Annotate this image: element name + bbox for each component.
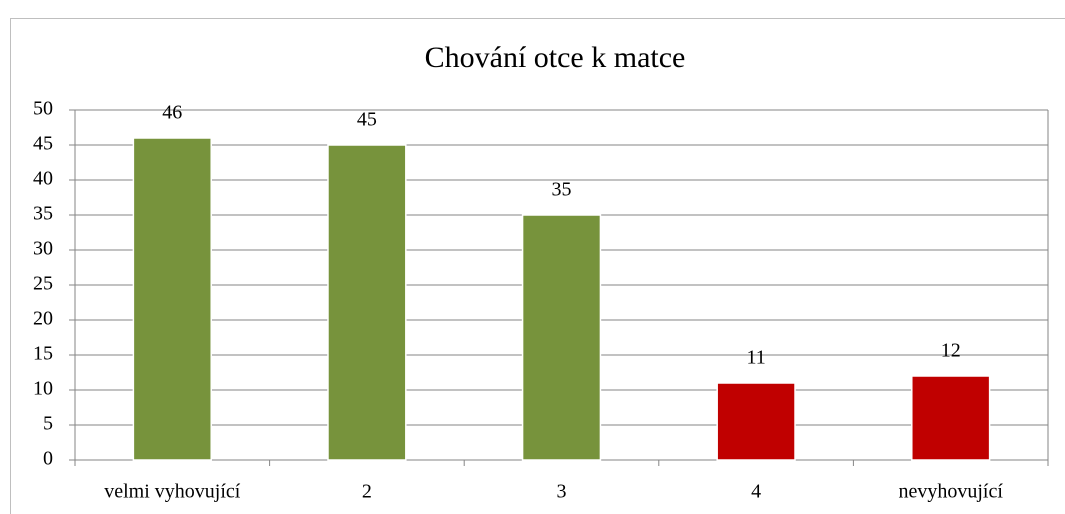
x-tick-label: 2	[362, 481, 372, 503]
data-label: 35	[552, 179, 572, 201]
bar	[911, 375, 991, 461]
x-tick-label: velmi vyhovující	[104, 481, 241, 503]
bar	[521, 214, 602, 461]
bar	[132, 137, 212, 461]
bar	[327, 144, 407, 461]
y-tick-label: 45	[33, 133, 53, 155]
y-tick-label: 10	[33, 378, 53, 400]
x-tick-label: nevyhovující	[898, 481, 1003, 503]
chart-title: Chování otce k matce	[425, 41, 686, 74]
x-tick-label: 4	[751, 481, 761, 503]
bar	[716, 382, 796, 461]
y-tick-label: 0	[43, 448, 53, 470]
data-label: 45	[357, 109, 377, 131]
y-tick-label: 25	[33, 273, 53, 295]
y-tick-label: 15	[33, 343, 53, 365]
data-label: 12	[941, 340, 961, 362]
y-tick-label: 30	[33, 238, 53, 260]
y-tick-label: 40	[33, 168, 53, 190]
y-tick-label: 50	[33, 98, 53, 120]
y-tick-label: 5	[43, 413, 53, 435]
y-tick-label: 20	[33, 308, 53, 330]
data-label: 11	[746, 347, 765, 369]
y-tick-label: 35	[33, 203, 53, 225]
x-tick-label: 3	[557, 481, 567, 503]
data-label: 46	[162, 102, 182, 124]
